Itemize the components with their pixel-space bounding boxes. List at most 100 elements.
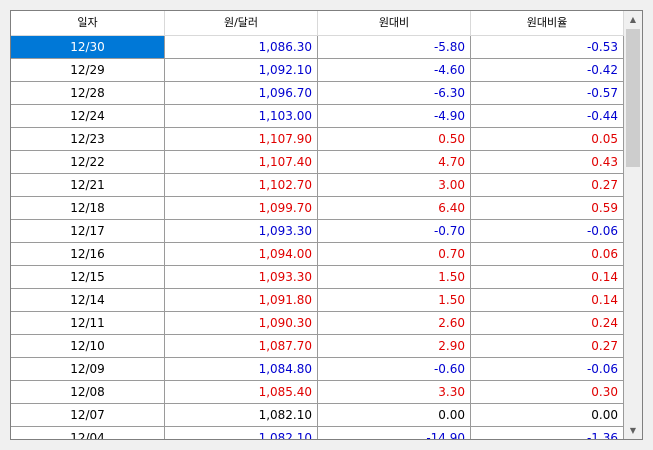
- cell-rate[interactable]: 1,090.30: [165, 312, 318, 335]
- header-diff[interactable]: 원대비: [318, 11, 471, 35]
- header-date[interactable]: 일자: [11, 11, 165, 35]
- table-row[interactable]: 12/07 1,082.10 0.00 0.00: [11, 404, 624, 427]
- cell-date[interactable]: 12/09: [11, 358, 165, 381]
- cell-diff[interactable]: 2.60: [318, 312, 471, 335]
- cell-date[interactable]: 12/07: [11, 404, 165, 427]
- cell-diff[interactable]: 3.00: [318, 174, 471, 197]
- table-grid: 일자 원/달러 원대비 원대비율 12/30 1,086.30 -5.80 -0.53…: [11, 11, 624, 439]
- cell-diff[interactable]: -0.70: [318, 220, 471, 243]
- cell-rate[interactable]: 1,086.30: [165, 36, 318, 59]
- cell-rate[interactable]: 1,096.70: [165, 82, 318, 105]
- cell-diff[interactable]: -6.30: [318, 82, 471, 105]
- cell-rate[interactable]: 1,099.70: [165, 197, 318, 220]
- table-row[interactable]: 12/09 1,084.80 -0.60 -0.06: [11, 358, 624, 381]
- cell-date[interactable]: 12/14: [11, 289, 165, 312]
- cell-date[interactable]: 12/22: [11, 151, 165, 174]
- cell-pct[interactable]: 0.00: [471, 404, 624, 427]
- cell-diff[interactable]: -0.60: [318, 358, 471, 381]
- cell-date[interactable]: 12/24: [11, 105, 165, 128]
- cell-pct[interactable]: 0.59: [471, 197, 624, 220]
- cell-date[interactable]: 12/18: [11, 197, 165, 220]
- cell-date[interactable]: 12/17: [11, 220, 165, 243]
- cell-rate[interactable]: 1,107.40: [165, 151, 318, 174]
- cell-diff[interactable]: 3.30: [318, 381, 471, 404]
- table-row[interactable]: 12/15 1,093.30 1.50 0.14: [11, 266, 624, 289]
- cell-rate[interactable]: 1,103.00: [165, 105, 318, 128]
- cell-diff[interactable]: -4.60: [318, 59, 471, 82]
- cell-date[interactable]: 12/28: [11, 82, 165, 105]
- cell-rate[interactable]: 1,093.30: [165, 266, 318, 289]
- cell-pct[interactable]: -0.53: [471, 36, 624, 59]
- cell-date[interactable]: 12/21: [11, 174, 165, 197]
- cell-rate[interactable]: 1,085.40: [165, 381, 318, 404]
- cell-rate[interactable]: 1,093.30: [165, 220, 318, 243]
- scroll-thumb[interactable]: [626, 29, 640, 167]
- table-row[interactable]: 12/28 1,096.70 -6.30 -0.57: [11, 82, 624, 105]
- cell-rate[interactable]: 1,091.80: [165, 289, 318, 312]
- cell-pct[interactable]: 0.27: [471, 335, 624, 358]
- cell-date[interactable]: 12/23: [11, 128, 165, 151]
- table-row[interactable]: 12/10 1,087.70 2.90 0.27: [11, 335, 624, 358]
- cell-pct[interactable]: -0.06: [471, 220, 624, 243]
- cell-diff[interactable]: -14.90: [318, 427, 471, 439]
- cell-pct[interactable]: 0.30: [471, 381, 624, 404]
- cell-pct[interactable]: 0.27: [471, 174, 624, 197]
- cell-diff[interactable]: -4.90: [318, 105, 471, 128]
- header-pct[interactable]: 원대비율: [471, 11, 624, 35]
- table-row[interactable]: 12/17 1,093.30 -0.70 -0.06: [11, 220, 624, 243]
- table-row[interactable]: 12/30 1,086.30 -5.80 -0.53: [11, 36, 624, 59]
- scroll-down-button[interactable]: ▼: [624, 422, 642, 439]
- cell-rate[interactable]: 1,094.00: [165, 243, 318, 266]
- chevron-up-icon: ▲: [629, 15, 637, 24]
- cell-pct[interactable]: 0.14: [471, 289, 624, 312]
- table-row[interactable]: 12/08 1,085.40 3.30 0.30: [11, 381, 624, 404]
- cell-rate[interactable]: 1,082.10: [165, 427, 318, 439]
- cell-pct[interactable]: 0.24: [471, 312, 624, 335]
- table-row[interactable]: 12/11 1,090.30 2.60 0.24: [11, 312, 624, 335]
- cell-date[interactable]: 12/15: [11, 266, 165, 289]
- cell-diff[interactable]: 0.50: [318, 128, 471, 151]
- cell-rate[interactable]: 1,092.10: [165, 59, 318, 82]
- table-row[interactable]: 12/18 1,099.70 6.40 0.59: [11, 197, 624, 220]
- header-rate[interactable]: 원/달러: [165, 11, 318, 35]
- table-row[interactable]: 12/04 1,082.10 -14.90 -1.36: [11, 427, 624, 439]
- cell-date[interactable]: 12/04: [11, 427, 165, 439]
- cell-diff[interactable]: 2.90: [318, 335, 471, 358]
- cell-pct[interactable]: -0.06: [471, 358, 624, 381]
- table-row[interactable]: 12/24 1,103.00 -4.90 -0.44: [11, 105, 624, 128]
- cell-date[interactable]: 12/16: [11, 243, 165, 266]
- cell-pct[interactable]: -1.36: [471, 427, 624, 439]
- cell-pct[interactable]: 0.14: [471, 266, 624, 289]
- cell-diff[interactable]: 4.70: [318, 151, 471, 174]
- cell-diff[interactable]: 1.50: [318, 289, 471, 312]
- cell-diff[interactable]: -5.80: [318, 36, 471, 59]
- cell-pct[interactable]: 0.05: [471, 128, 624, 151]
- cell-rate[interactable]: 1,087.70: [165, 335, 318, 358]
- cell-pct[interactable]: 0.06: [471, 243, 624, 266]
- cell-diff[interactable]: 0.00: [318, 404, 471, 427]
- cell-date[interactable]: 12/11: [11, 312, 165, 335]
- cell-pct[interactable]: -0.42: [471, 59, 624, 82]
- cell-pct[interactable]: -0.44: [471, 105, 624, 128]
- cell-diff[interactable]: 0.70: [318, 243, 471, 266]
- cell-pct[interactable]: -0.57: [471, 82, 624, 105]
- cell-pct[interactable]: 0.43: [471, 151, 624, 174]
- cell-rate[interactable]: 1,084.80: [165, 358, 318, 381]
- cell-date[interactable]: 12/08: [11, 381, 165, 404]
- cell-diff[interactable]: 1.50: [318, 266, 471, 289]
- table-row[interactable]: 12/16 1,094.00 0.70 0.06: [11, 243, 624, 266]
- table-row[interactable]: 12/14 1,091.80 1.50 0.14: [11, 289, 624, 312]
- vertical-scrollbar[interactable]: ▲ ▼: [624, 11, 642, 439]
- table-row[interactable]: 12/21 1,102.70 3.00 0.27: [11, 174, 624, 197]
- cell-date[interactable]: 12/10: [11, 335, 165, 358]
- table-row[interactable]: 12/22 1,107.40 4.70 0.43: [11, 151, 624, 174]
- table-row[interactable]: 12/23 1,107.90 0.50 0.05: [11, 128, 624, 151]
- table-row[interactable]: 12/29 1,092.10 -4.60 -0.42: [11, 59, 624, 82]
- cell-rate[interactable]: 1,102.70: [165, 174, 318, 197]
- cell-date[interactable]: 12/30: [11, 36, 165, 59]
- cell-rate[interactable]: 1,082.10: [165, 404, 318, 427]
- cell-diff[interactable]: 6.40: [318, 197, 471, 220]
- cell-date[interactable]: 12/29: [11, 59, 165, 82]
- cell-rate[interactable]: 1,107.90: [165, 128, 318, 151]
- scroll-up-button[interactable]: ▲: [624, 11, 642, 28]
